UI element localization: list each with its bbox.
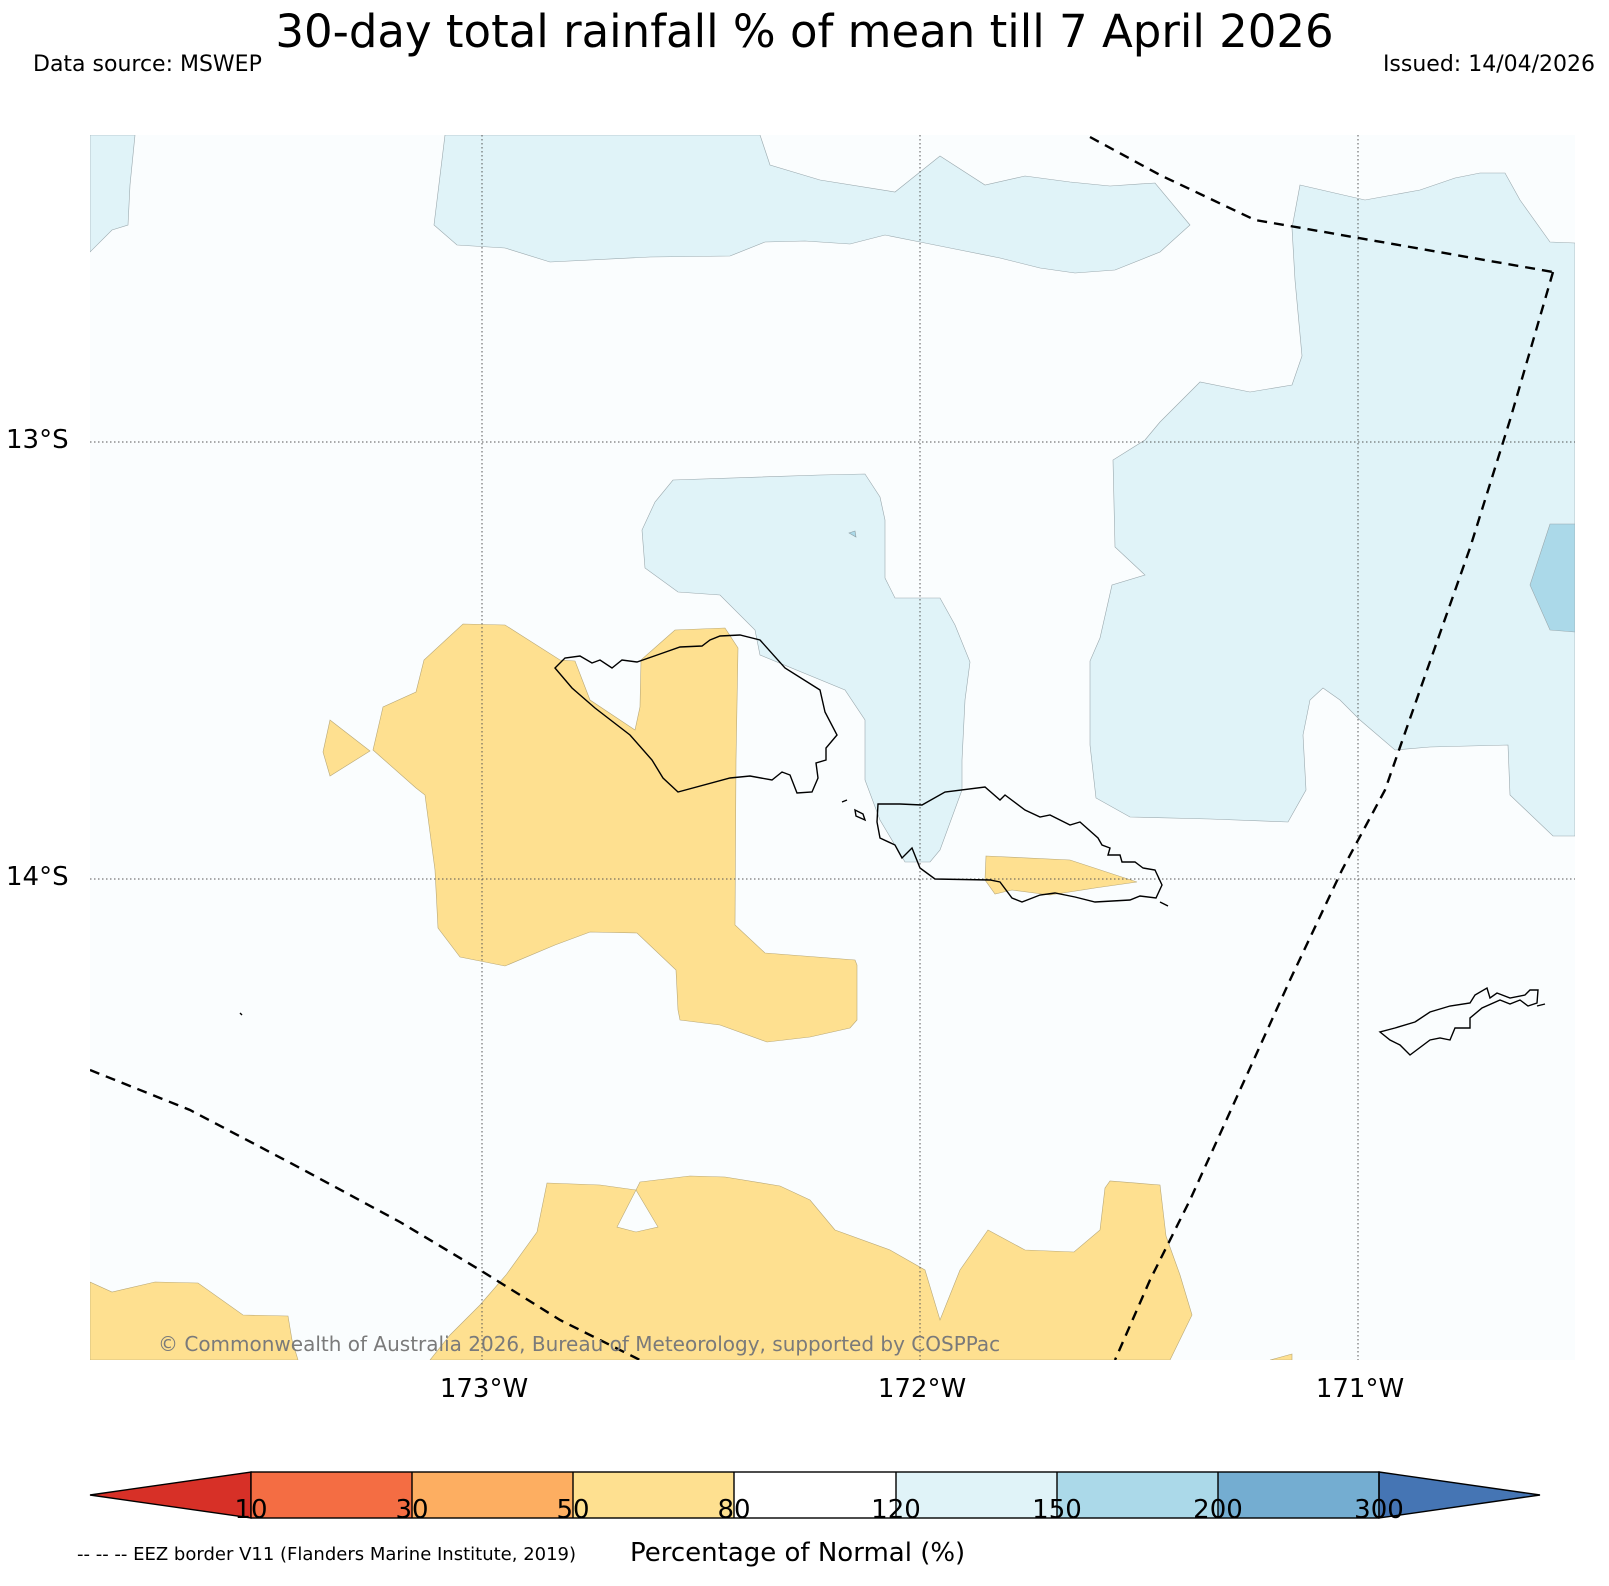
- savaii-island: [554, 634, 838, 794]
- rain-region-120-150: [641, 473, 971, 863]
- rain-region-120-150: [433, 135, 1191, 274]
- eez-border-note: -- -- -- EEZ border V11 (Flanders Marine…: [77, 1544, 577, 1565]
- copyright-notice: © Commonwealth of Australia 2026, Bureau…: [158, 1332, 1001, 1356]
- colorbar-tick-label: 150: [1032, 1495, 1082, 1525]
- colorbar-segment-30-50: [412, 1472, 573, 1518]
- eez-border: [90, 135, 1555, 1360]
- colorbar-segment-80-120: [734, 1472, 896, 1518]
- colorbar-segment-10-30: [251, 1472, 412, 1518]
- rain-region-50-80: [984, 855, 1138, 896]
- colorbar-segment-below-10: [89, 1471, 252, 1519]
- lat-label-14s: 14°S: [6, 862, 69, 892]
- colorbar-tick-label: 300: [1354, 1495, 1404, 1525]
- data-source-label: Data source: MSWEP: [33, 52, 262, 77]
- lon-label-173w: 173°W: [439, 1374, 529, 1404]
- graticule: [90, 135, 1575, 1360]
- rain-region-50-80: [372, 623, 858, 1043]
- rain-region-50-80: [322, 719, 371, 777]
- map-title: 30-day total rainfall % of mean till 7 A…: [275, 5, 1334, 58]
- colorbar-tick-label: 200: [1193, 1495, 1243, 1525]
- rain-region-50-80: [1269, 1353, 1293, 1360]
- colorbar-tick-label: 120: [871, 1495, 921, 1525]
- colorbar-segment-50-80: [573, 1472, 734, 1518]
- colorbar-tick-label: 80: [717, 1495, 751, 1525]
- colorbar-segment-120-150: [896, 1472, 1057, 1518]
- lon-label-172w: 172°W: [877, 1374, 967, 1404]
- tutuila-island: [1378, 986, 1539, 1056]
- upolu-island: [876, 786, 1163, 903]
- colorbar-segment-150-200: [1057, 1472, 1218, 1518]
- rain-region-50-80: [90, 1281, 299, 1360]
- rain-region-150-200: [1529, 523, 1575, 633]
- colorbar-tick-label: 50: [556, 1495, 590, 1525]
- colorbar-tick-label: 10: [234, 1495, 268, 1525]
- rain-region-120-150: [90, 135, 136, 253]
- coastline: [239, 634, 1546, 1056]
- issued-date-label: Issued: 14/04/2026: [1382, 52, 1595, 77]
- lat-label-13s: 13°S: [6, 425, 69, 455]
- colorbar-segment-200-300: [1218, 1472, 1379, 1518]
- colorbar-title: Percentage of Normal (%): [630, 1538, 966, 1568]
- rain-region-120-150: [1089, 172, 1575, 837]
- colorbar: [89, 1471, 1541, 1519]
- lon-label-171w: 171°W: [1315, 1374, 1405, 1404]
- colorbar-tick-label: 30: [395, 1495, 429, 1525]
